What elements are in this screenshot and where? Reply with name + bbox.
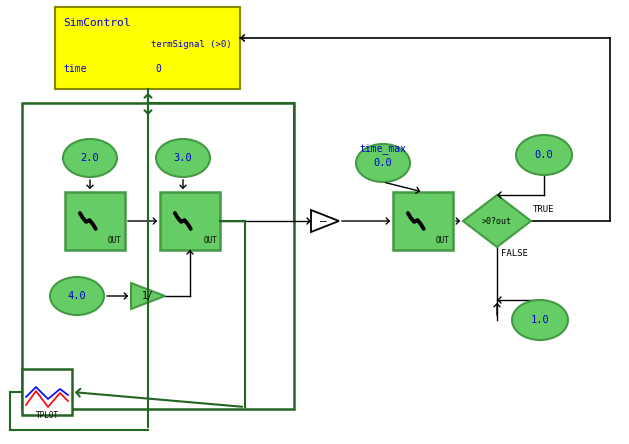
Text: OUT: OUT xyxy=(203,236,217,245)
Text: 0.0: 0.0 xyxy=(374,158,392,168)
Ellipse shape xyxy=(356,144,410,182)
Text: SimControl: SimControl xyxy=(63,18,130,28)
FancyBboxPatch shape xyxy=(393,192,453,250)
Text: –: – xyxy=(320,216,326,226)
Text: 0: 0 xyxy=(155,64,161,74)
Text: TRUE: TRUE xyxy=(533,205,555,214)
Text: OUT: OUT xyxy=(108,236,122,245)
Ellipse shape xyxy=(512,300,568,340)
Text: 1.0: 1.0 xyxy=(531,315,549,325)
Text: OUT: OUT xyxy=(436,236,450,245)
Polygon shape xyxy=(311,210,339,232)
Text: 4.0: 4.0 xyxy=(68,291,86,301)
Polygon shape xyxy=(463,195,531,247)
Ellipse shape xyxy=(50,277,104,315)
FancyBboxPatch shape xyxy=(65,192,125,250)
Text: 2.0: 2.0 xyxy=(81,153,99,163)
Text: 3.0: 3.0 xyxy=(174,153,192,163)
Text: >0?out: >0?out xyxy=(482,217,512,226)
FancyBboxPatch shape xyxy=(55,7,240,89)
Text: FALSE: FALSE xyxy=(501,249,528,258)
Text: termSignal (>0): termSignal (>0) xyxy=(152,40,232,49)
Polygon shape xyxy=(131,283,165,309)
Text: TPLOT: TPLOT xyxy=(35,411,58,420)
Ellipse shape xyxy=(63,139,117,177)
Ellipse shape xyxy=(516,135,572,175)
FancyBboxPatch shape xyxy=(22,369,72,415)
Ellipse shape xyxy=(156,139,210,177)
Text: time_max: time_max xyxy=(360,143,406,155)
Text: 1/: 1/ xyxy=(142,291,154,301)
Text: time: time xyxy=(63,64,87,74)
FancyBboxPatch shape xyxy=(160,192,220,250)
Text: 0.0: 0.0 xyxy=(535,150,554,160)
